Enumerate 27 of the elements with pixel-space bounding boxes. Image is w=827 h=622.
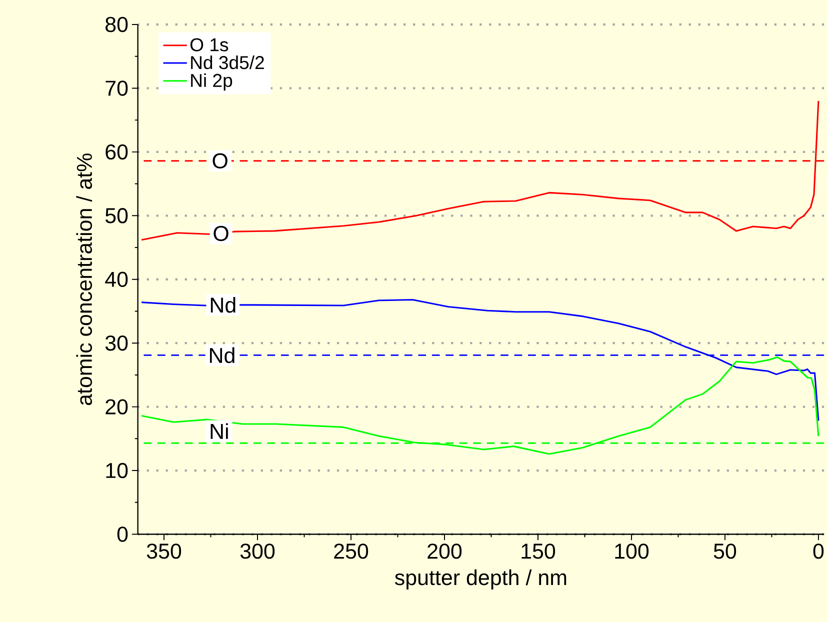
legend-label: Ni 2p [191,73,232,90]
annotation: Nd [210,296,236,313]
x-tick-label: 350 [146,543,182,559]
x-tick-label: 250 [334,543,368,559]
x-tick-label: 300 [240,543,275,559]
x-tick-label: 100 [615,543,649,559]
y-tick-label: 50 [105,208,128,224]
y-tick-label: 10 [106,462,128,478]
legend-label: O 1s [190,38,228,52]
x-tick-label: 50 [714,543,736,559]
x-tick-label: 200 [428,543,462,559]
legend-label: Nd 3d5/2 [191,55,264,69]
y-axis-title: atomic concentration / at% [76,153,92,405]
y-tick-label: 0 [117,526,128,542]
y-tick-label: 40 [105,272,128,287]
y-tick-label: 30 [105,335,128,350]
y-tick-label: 80 [106,16,128,32]
annotation: O [212,153,228,168]
y-tick-label: 20 [106,398,128,414]
annotation: Nd [210,347,234,363]
y-tick-label: 60 [106,144,128,160]
annotation: O [214,226,228,241]
annotation: Ni [210,423,228,439]
x-tick-label: 150 [522,543,556,559]
y-tick-label: 70 [106,80,128,96]
x-tick-label: 0 [813,543,824,559]
x-axis-title: sputter depth / nm [394,569,566,590]
